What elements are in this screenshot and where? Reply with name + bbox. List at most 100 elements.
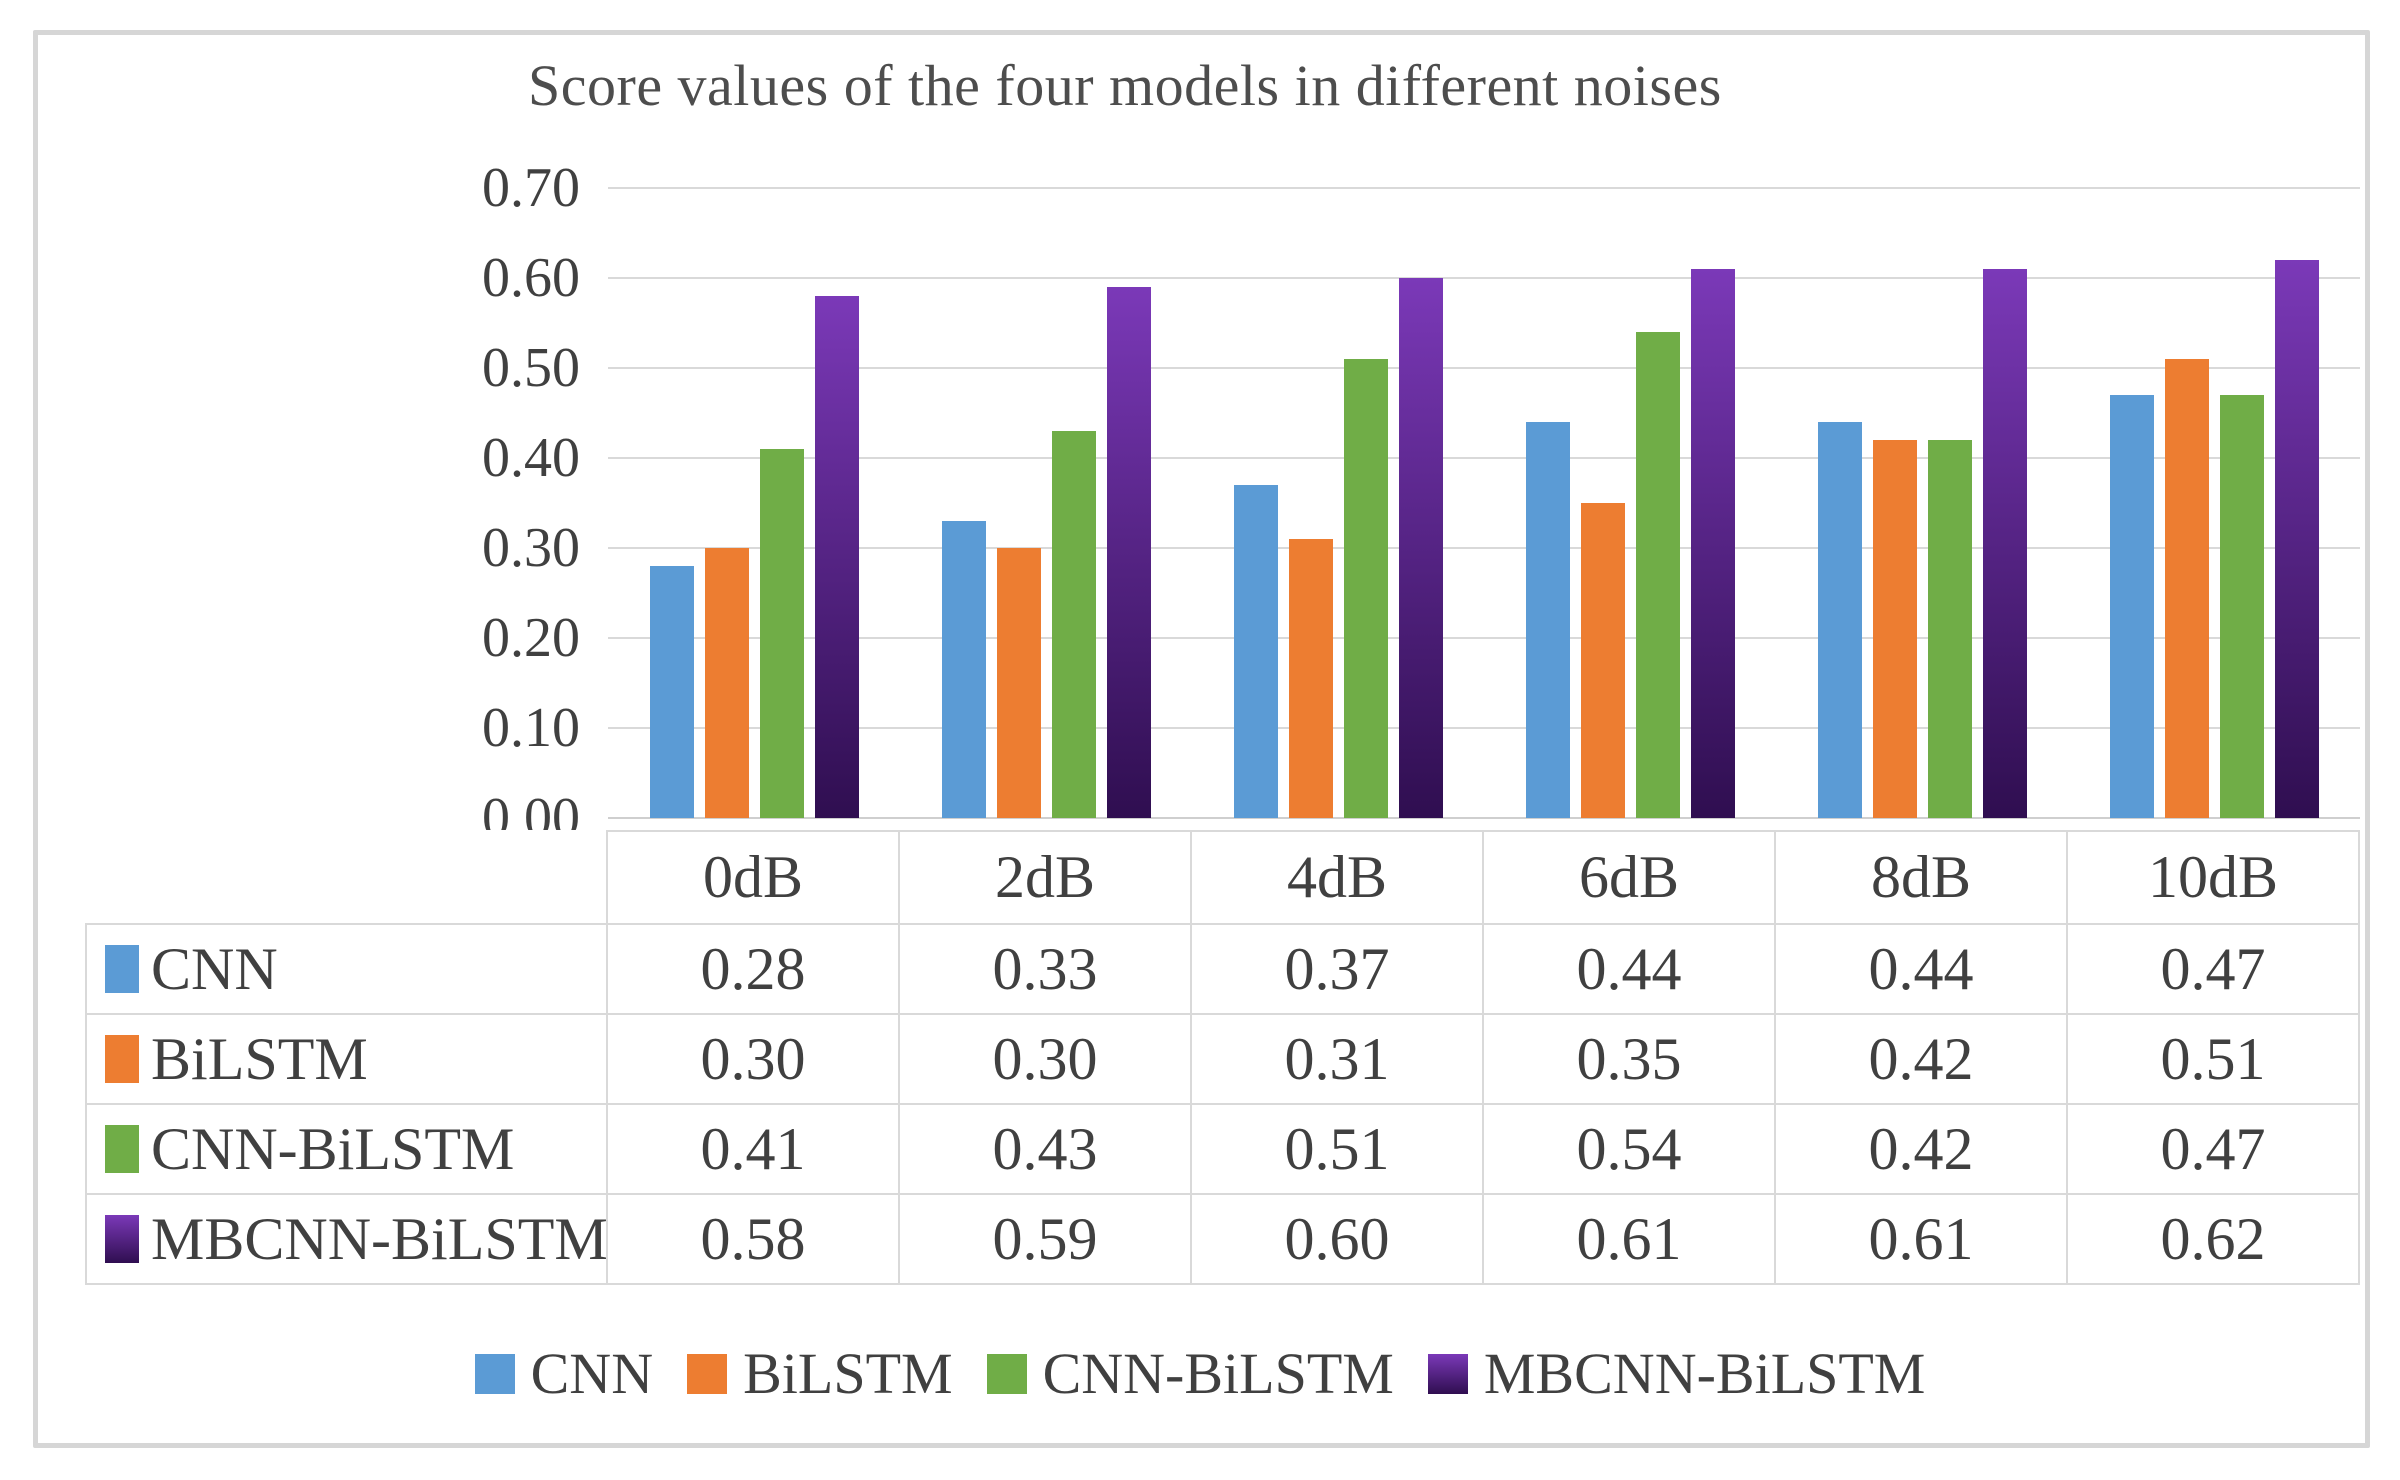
bar-CNN-4dB [1233,485,1278,818]
table-value-CNN-BiLSTM-4dB: 0.51 [1192,1105,1484,1195]
legend-label: MBCNN-BiLSTM [1483,1341,1926,1406]
table-value-MBCNN-BiLSTM-6dB: 0.61 [1484,1195,1776,1285]
table-value-CNN-2dB: 0.33 [900,925,1192,1015]
table-value-CNN-8dB: 0.44 [1776,925,2068,1015]
series-key-swatch [105,945,139,993]
legend-item-CNN: CNN [474,1340,654,1407]
table-value-MBCNN-BiLSTM-10dB: 0.62 [2068,1195,2360,1285]
bar-group-0dB [608,188,900,818]
table-value-MBCNN-BiLSTM-8dB: 0.61 [1776,1195,2068,1285]
bar-CNN-BiLSTM-10dB [2219,395,2264,818]
table-value-CNN-10dB: 0.47 [2068,925,2360,1015]
table-value-CNN-6dB: 0.44 [1484,925,1776,1015]
table-value-BiLSTM-4dB: 0.31 [1192,1015,1484,1105]
gridline [608,367,2360,369]
y-axis-tick-label: 0.50 [482,337,580,399]
legend-label: CNN-BiLSTM [1042,1341,1394,1406]
table-header-2dB: 2dB [900,830,1192,925]
table-row-label-text: CNN [151,935,278,1002]
gridline [608,277,2360,279]
table-value-BiLSTM-8dB: 0.42 [1776,1015,2068,1105]
table-value-CNN-0dB: 0.28 [608,925,900,1015]
bar-CNN-6dB [1525,422,1570,818]
table-header-10dB: 10dB [2068,830,2360,925]
table-value-CNN-BiLSTM-10dB: 0.47 [2068,1105,2360,1195]
table-value-CNN-BiLSTM-0dB: 0.41 [608,1105,900,1195]
table-value-BiLSTM-10dB: 0.51 [2068,1015,2360,1105]
bar-MBCNN-BiLSTM-10dB [2274,260,2319,818]
bar-CNN-BiLSTM-4dB [1343,359,1388,818]
series-key-swatch [105,1125,139,1173]
bar-MBCNN-BiLSTM-2dB [1106,287,1151,818]
table-value-BiLSTM-2dB: 0.30 [900,1015,1192,1105]
table-header-4dB: 4dB [1192,830,1484,925]
table-header-8dB: 8dB [1776,830,2068,925]
table-row-label-text: CNN-BiLSTM [151,1115,515,1182]
table-header-0dB: 0dB [608,830,900,925]
bar-CNN-8dB [1817,422,1862,818]
bar-CNN-BiLSTM-0dB [759,449,804,818]
series-key-swatch [105,1035,139,1083]
y-axis-tick-label: 0.30 [482,517,580,579]
bar-group-2dB [900,188,1192,818]
y-axis-tick-label: 0.20 [482,607,580,669]
bar-group-8dB [1776,188,2068,818]
bar-group-4dB [1192,188,1484,818]
gridline [608,187,2360,189]
plot-area [608,187,2360,819]
bar-BiLSTM-8dB [1872,440,1917,818]
bar-MBCNN-BiLSTM-6dB [1690,269,1735,818]
table-value-MBCNN-BiLSTM-0dB: 0.58 [608,1195,900,1285]
bar-CNN-10dB [2109,395,2154,818]
gridline [608,457,2360,459]
y-axis-tick-label: 0.10 [482,697,580,759]
bar-BiLSTM-2dB [996,548,1041,818]
y-axis-tick-label: 0.40 [482,427,580,489]
bar-MBCNN-BiLSTM-8dB [1982,269,2027,818]
legend-item-CNN-BiLSTM: CNN-BiLSTM [986,1340,1394,1407]
legend: CNN BiLSTM CNN-BiLSTM MBCNN-BiLSTM [0,1340,2400,1407]
legend-item-BiLSTM: BiLSTM [687,1340,953,1407]
table-row-label-text: BiLSTM [151,1025,368,1092]
table-row-label-CNN: CNN [85,925,608,1015]
table-value-CNN-BiLSTM-8dB: 0.42 [1776,1105,2068,1195]
chart-title: Score values of the four models in diffe… [528,53,1722,118]
table-value-CNN-4dB: 0.37 [1192,925,1484,1015]
table-corner-cell [85,830,608,925]
y-axis-tick-label: 0.60 [482,247,580,309]
table-value-MBCNN-BiLSTM-2dB: 0.59 [900,1195,1192,1285]
bar-CNN-BiLSTM-8dB [1927,440,1972,818]
gridline [608,727,2360,729]
table-row-label-MBCNN-BiLSTM: MBCNN-BiLSTM [85,1195,608,1285]
table-value-MBCNN-BiLSTM-4dB: 0.60 [1192,1195,1484,1285]
table-value-BiLSTM-6dB: 0.35 [1484,1015,1776,1105]
table-row-label-CNN-BiLSTM: CNN-BiLSTM [85,1105,608,1195]
bar-group-10dB [2068,188,2360,818]
bar-group-6dB [1484,188,1776,818]
legend-swatch [474,1353,515,1394]
bar-MBCNN-BiLSTM-0dB [814,296,859,818]
gridline [608,817,2360,819]
bar-BiLSTM-6dB [1580,503,1625,818]
bar-BiLSTM-10dB [2164,359,2209,818]
data-table: 0dB 2dB 4dB 6dB 8dB 10dB CNN 0.28 0.33 0.37 0.44 0.… [85,830,2360,1285]
bar-BiLSTM-0dB [704,548,749,818]
table-row-label-text: MBCNN-BiLSTM [151,1205,608,1272]
legend-swatch [1427,1353,1468,1394]
table-row-label-BiLSTM: BiLSTM [85,1015,608,1105]
bar-CNN-2dB [941,521,986,818]
bar-CNN-BiLSTM-6dB [1635,332,1680,818]
gridline [608,547,2360,549]
legend-label: CNN [530,1341,654,1406]
series-key-swatch [105,1215,139,1263]
bar-CNN-BiLSTM-2dB [1051,431,1096,818]
table-value-CNN-BiLSTM-2dB: 0.43 [900,1105,1192,1195]
bar-groups [608,188,2360,818]
table-header-6dB: 6dB [1484,830,1776,925]
gridline [608,637,2360,639]
y-axis-tick-label: 0.70 [482,157,580,219]
bar-BiLSTM-4dB [1288,539,1333,818]
legend-swatch [687,1353,728,1394]
legend-swatch [986,1353,1027,1394]
table-value-BiLSTM-0dB: 0.30 [608,1015,900,1105]
